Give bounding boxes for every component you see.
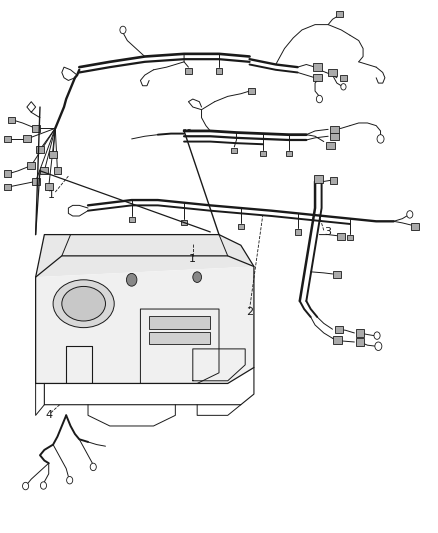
- FancyBboxPatch shape: [330, 177, 337, 183]
- Circle shape: [90, 463, 96, 471]
- Polygon shape: [35, 235, 254, 277]
- Polygon shape: [35, 266, 254, 383]
- FancyBboxPatch shape: [336, 11, 343, 17]
- FancyBboxPatch shape: [330, 126, 339, 133]
- FancyBboxPatch shape: [294, 229, 300, 235]
- FancyBboxPatch shape: [333, 336, 342, 344]
- FancyBboxPatch shape: [215, 68, 223, 74]
- Text: 3: 3: [325, 227, 332, 237]
- FancyBboxPatch shape: [335, 326, 343, 333]
- Circle shape: [375, 342, 382, 351]
- Circle shape: [120, 26, 126, 34]
- FancyBboxPatch shape: [40, 167, 48, 174]
- Ellipse shape: [53, 280, 114, 328]
- FancyBboxPatch shape: [129, 217, 135, 222]
- FancyBboxPatch shape: [32, 125, 39, 132]
- Text: 2: 2: [246, 306, 253, 317]
- FancyBboxPatch shape: [23, 135, 31, 142]
- Text: 1: 1: [47, 190, 54, 200]
- Circle shape: [67, 477, 73, 484]
- FancyBboxPatch shape: [49, 151, 57, 158]
- FancyBboxPatch shape: [4, 183, 11, 190]
- Circle shape: [407, 211, 413, 218]
- FancyBboxPatch shape: [313, 74, 321, 82]
- FancyBboxPatch shape: [36, 146, 44, 153]
- FancyBboxPatch shape: [286, 151, 292, 156]
- FancyBboxPatch shape: [27, 162, 35, 169]
- Circle shape: [193, 272, 201, 282]
- FancyBboxPatch shape: [185, 68, 192, 74]
- Circle shape: [377, 135, 384, 143]
- FancyBboxPatch shape: [330, 133, 339, 140]
- FancyBboxPatch shape: [326, 142, 335, 149]
- Ellipse shape: [62, 286, 106, 321]
- FancyBboxPatch shape: [347, 235, 353, 240]
- FancyBboxPatch shape: [4, 136, 11, 142]
- FancyBboxPatch shape: [4, 170, 11, 176]
- FancyBboxPatch shape: [149, 333, 210, 344]
- FancyBboxPatch shape: [328, 69, 337, 76]
- FancyBboxPatch shape: [356, 329, 364, 337]
- Circle shape: [127, 273, 137, 286]
- FancyBboxPatch shape: [238, 224, 244, 229]
- FancyBboxPatch shape: [313, 63, 321, 71]
- FancyBboxPatch shape: [149, 316, 210, 329]
- FancyBboxPatch shape: [181, 220, 187, 225]
- FancyBboxPatch shape: [53, 167, 61, 174]
- FancyBboxPatch shape: [314, 175, 323, 183]
- FancyBboxPatch shape: [8, 117, 15, 124]
- Circle shape: [22, 482, 28, 490]
- Circle shape: [40, 482, 46, 489]
- FancyBboxPatch shape: [411, 223, 419, 230]
- FancyBboxPatch shape: [337, 233, 345, 240]
- Text: 1: 1: [189, 254, 196, 263]
- FancyBboxPatch shape: [340, 75, 347, 81]
- FancyBboxPatch shape: [260, 151, 266, 156]
- FancyBboxPatch shape: [356, 338, 364, 346]
- Circle shape: [374, 332, 380, 340]
- FancyBboxPatch shape: [231, 148, 237, 154]
- FancyBboxPatch shape: [248, 88, 255, 94]
- FancyBboxPatch shape: [45, 183, 53, 190]
- Text: 4: 4: [45, 410, 52, 421]
- FancyBboxPatch shape: [32, 178, 39, 185]
- FancyBboxPatch shape: [333, 271, 341, 278]
- Circle shape: [316, 95, 322, 103]
- Circle shape: [341, 84, 346, 90]
